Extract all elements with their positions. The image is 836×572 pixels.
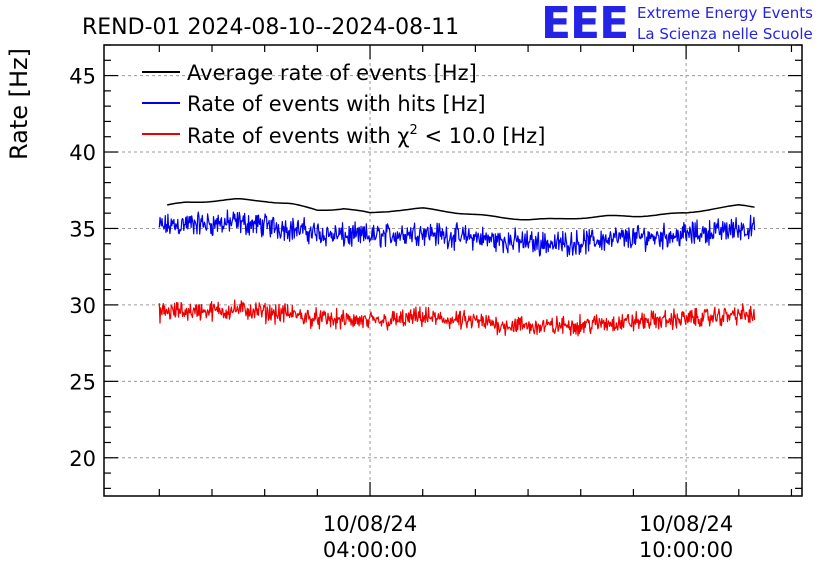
series-line-chi2 — [158, 299, 756, 337]
grid — [104, 45, 802, 496]
eee-logo: EEE Extreme Energy Events La Scienza nel… — [541, 0, 813, 49]
series-line-hits — [158, 209, 756, 257]
y-tick-label: 20 — [69, 447, 96, 471]
eee-logo-letters: EEE — [541, 0, 628, 49]
legend-label-average: Average rate of events [Hz] — [187, 61, 477, 85]
x-tick-date-label: 10/08/24 — [639, 512, 733, 536]
x-tick-time-label: 04:00:00 — [323, 538, 417, 562]
y-tick-label: 45 — [69, 65, 96, 89]
y-tick-label: 30 — [69, 294, 96, 318]
y-axis-label: Rate [Hz] — [5, 48, 33, 160]
series-line-average — [167, 197, 755, 221]
eee-logo-line1: Extreme Energy Events — [637, 4, 813, 22]
y-ticks: 20 25 30 35 40 45 — [69, 44, 802, 489]
x-tick-time-label: 10:00:00 — [639, 538, 733, 562]
y-tick-label: 40 — [69, 141, 96, 165]
eee-logo-line2: La Scienza nelle Scuole — [637, 25, 813, 43]
legend: Average rate of events [Hz] Rate of even… — [142, 61, 545, 148]
series-lines — [158, 197, 756, 337]
x-tick-date-label: 10/08/24 — [323, 512, 417, 536]
legend-label-hits: Rate of events with hits [Hz] — [187, 92, 486, 116]
plot-frame — [103, 44, 803, 497]
legend-label-chi2: Rate of events with χ2 < 10.0 [Hz] — [187, 123, 545, 148]
y-tick-label: 25 — [69, 370, 96, 394]
chart-title: REND-01 2024-08-10--2024-08-11 — [82, 15, 459, 40]
y-tick-label: 35 — [69, 217, 96, 241]
